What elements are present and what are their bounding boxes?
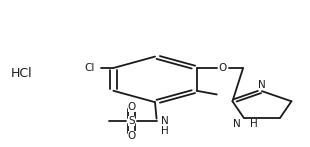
Text: N: N	[233, 119, 241, 129]
Text: S: S	[128, 116, 135, 126]
Text: HCl: HCl	[11, 67, 33, 80]
Text: N: N	[161, 116, 169, 126]
Text: H: H	[161, 126, 169, 136]
Text: O: O	[219, 63, 227, 73]
Text: Cl: Cl	[84, 63, 95, 73]
Text: O: O	[128, 102, 136, 112]
Text: H: H	[250, 119, 258, 129]
Text: N: N	[258, 80, 266, 90]
Text: O: O	[128, 131, 136, 141]
